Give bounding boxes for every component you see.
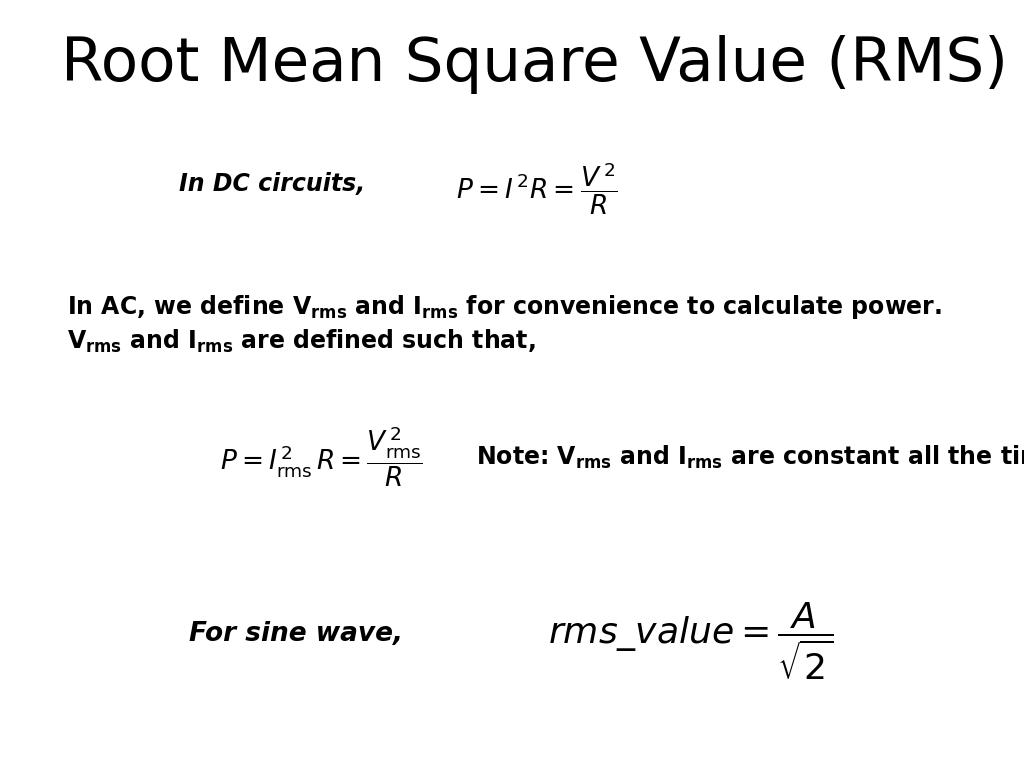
Text: Note: V$_{\mathbf{rms}}$ and I$_{\mathbf{rms}}$ are constant all the time: Note: V$_{\mathbf{rms}}$ and I$_{\mathbf…: [476, 443, 1024, 471]
Text: $\mathit{rms\_value} = \dfrac{A}{\sqrt{2}}$: $\mathit{rms\_value} = \dfrac{A}{\sqrt{2…: [548, 601, 834, 682]
Text: In DC circuits,: In DC circuits,: [179, 172, 366, 197]
Text: V$_{\mathbf{rms}}$ and I$_{\mathbf{rms}}$ are defined such that,: V$_{\mathbf{rms}}$ and I$_{\mathbf{rms}}…: [67, 328, 536, 356]
Text: $P = I_{\mathrm{rms}}^{\,2}\,R = \dfrac{V_{\mathrm{rms}}^{\,2}}{R}$: $P = I_{\mathrm{rms}}^{\,2}\,R = \dfrac{…: [220, 425, 423, 489]
Text: In AC, we define V$_{\mathbf{rms}}$ and I$_{\mathbf{rms}}$ for convenience to ca: In AC, we define V$_{\mathbf{rms}}$ and …: [67, 293, 942, 321]
Text: Root Mean Square Value (RMS): Root Mean Square Value (RMS): [61, 35, 1009, 94]
Text: $P = I^{\,2}R = \dfrac{V^{\,2}}{R}$: $P = I^{\,2}R = \dfrac{V^{\,2}}{R}$: [456, 160, 617, 217]
Text: For sine wave,: For sine wave,: [189, 621, 403, 647]
